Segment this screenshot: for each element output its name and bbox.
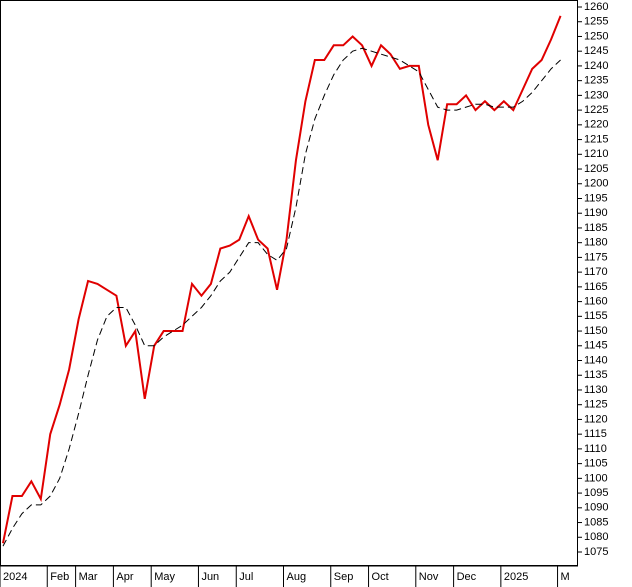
y-tick-label: 1155 <box>584 310 608 322</box>
y-tick-label: 1145 <box>584 340 608 352</box>
y-tick-label: 1200 <box>584 178 608 190</box>
y-tick-label: 1250 <box>584 30 608 42</box>
y-tick-label: 1160 <box>584 296 608 308</box>
y-tick-label: 1085 <box>584 516 608 528</box>
y-tick-label: 1205 <box>584 163 608 175</box>
y-tick-label: 1105 <box>584 458 608 470</box>
y-tick-label: 1120 <box>584 413 608 425</box>
series-line <box>2 15 562 544</box>
y-tick-label: 1115 <box>584 428 607 440</box>
y-tick-label: 1195 <box>584 192 608 204</box>
y-tick-label: 1225 <box>584 104 608 116</box>
y-tick-label: 1185 <box>584 222 608 234</box>
y-tick-label: 1150 <box>584 325 608 337</box>
x-tick-label: Oct <box>372 571 389 583</box>
y-tick-label: 1230 <box>584 89 608 101</box>
y-tick-label: 1130 <box>584 384 608 396</box>
x-tick-label: Dec <box>457 571 477 583</box>
x-tick-label: Jul <box>239 571 253 583</box>
y-tick-label: 1175 <box>584 251 608 263</box>
y-tick-label: 1235 <box>584 75 608 87</box>
x-tick-label: Apr <box>116 571 133 583</box>
y-tick-label: 1165 <box>584 281 608 293</box>
y-tick-label: 1245 <box>584 45 608 57</box>
y-tick-label: 1125 <box>584 399 608 411</box>
x-tick-label: M <box>561 571 570 583</box>
y-tick-label: 1170 <box>584 266 608 278</box>
y-tick-label: 1095 <box>584 487 608 499</box>
x-tick-label: 2025 <box>504 571 528 583</box>
x-tick-label: Sep <box>334 571 354 583</box>
x-tick-label: Jun <box>201 571 219 583</box>
x-tick-label: 2024 <box>3 571 27 583</box>
y-tick-label: 1135 <box>584 369 608 381</box>
x-tick-label: Mar <box>79 571 98 583</box>
y-tick-label: 1140 <box>584 354 608 366</box>
x-tick-label: Feb <box>50 571 69 583</box>
y-tick-label: 1110 <box>584 443 607 455</box>
y-tick-label: 1240 <box>584 60 608 72</box>
y-tick-label: 1215 <box>584 133 608 145</box>
y-tick-label: 1220 <box>584 119 608 131</box>
x-tick-label: May <box>154 571 175 583</box>
y-tick-label: 1080 <box>584 531 608 543</box>
y-tick-label: 1180 <box>584 237 608 249</box>
series-line <box>2 47 561 547</box>
y-tick-label: 1100 <box>584 472 608 484</box>
y-tick-label: 1075 <box>584 546 608 558</box>
y-tick-label: 1190 <box>584 207 608 219</box>
x-tick-label: Nov <box>419 571 439 583</box>
y-tick-label: 1210 <box>584 148 608 160</box>
y-tick-label: 1260 <box>584 1 608 13</box>
x-tick-label: Aug <box>287 571 307 583</box>
y-tick-label: 1255 <box>584 16 608 28</box>
y-tick-label: 1090 <box>584 502 608 514</box>
